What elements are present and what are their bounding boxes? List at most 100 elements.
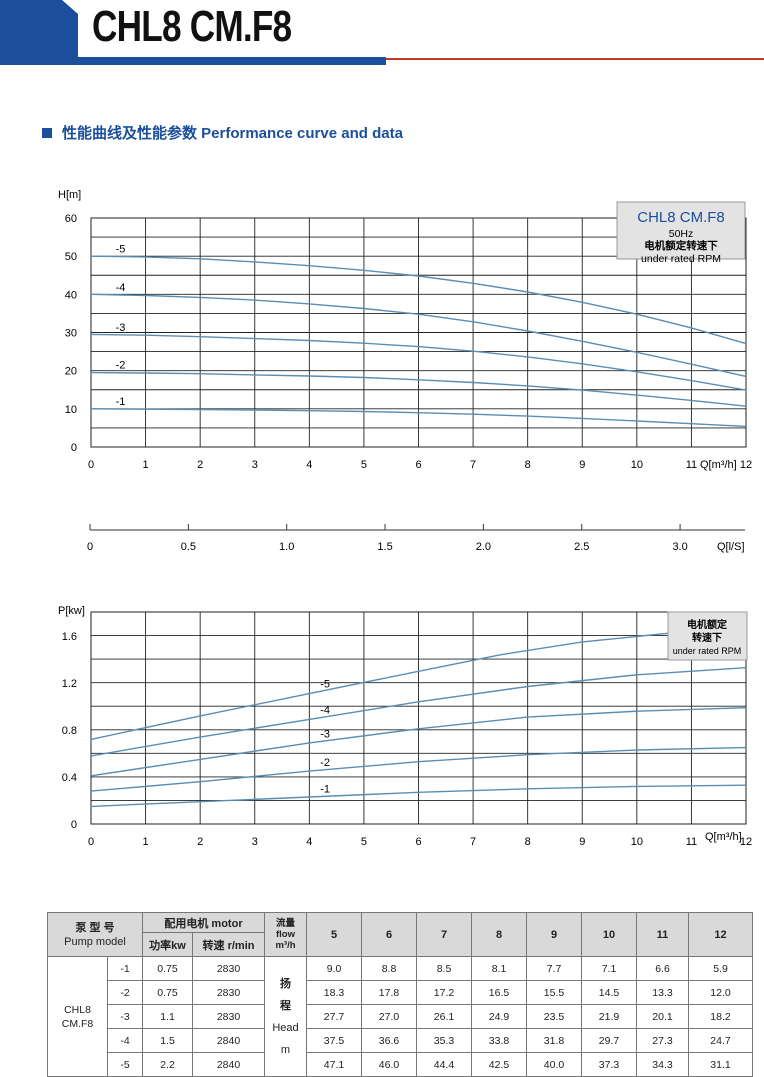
curve-model-5 <box>90 255 747 345</box>
flow-value-12: 12 <box>688 912 753 957</box>
y-tick-label: 10 <box>65 404 77 416</box>
y-tick-label: 0 <box>71 442 77 454</box>
head-cell: 8.8 <box>361 956 417 981</box>
flow-tick-label: 2.0 <box>476 541 491 553</box>
head-cell: 21.9 <box>581 1004 637 1029</box>
series-label: -5 <box>116 244 126 256</box>
series-label: -2 <box>116 360 126 372</box>
x-tick-label: 12 <box>740 459 752 471</box>
motor-header: 配用电机 motor <box>142 912 265 933</box>
model-name-cell: CHL8 CM.F8 <box>47 956 108 1077</box>
head-legend-rpm-cn: 电机额定转速下 <box>644 239 718 252</box>
table-row: -5 2.2 2840 47.1 46.0 44.4 42.5 40.0 37.… <box>48 1052 753 1077</box>
head-cell: 44.4 <box>416 1052 472 1077</box>
variant-cell: -1 <box>107 956 143 981</box>
y-tick-label: 20 <box>65 366 77 378</box>
head-cell: 40.0 <box>526 1052 582 1077</box>
series-label: -1 <box>116 396 126 408</box>
power-header: 功率kw <box>142 932 193 957</box>
head-y-axis-label: H[m] <box>58 189 81 201</box>
flow-header: 流量 flow m³/h <box>264 912 307 957</box>
table-header-row: 泵 型 号 Pump model 配用电机 motor 流量 flow m³/h… <box>47 912 753 957</box>
x-tick-label: 8 <box>525 459 531 471</box>
curve-model-1 <box>90 784 747 808</box>
head-cell: 24.7 <box>688 1028 753 1053</box>
x-tick-label: 7 <box>470 459 476 471</box>
head-cell: 36.6 <box>361 1028 417 1053</box>
x-tick-label: 11 <box>686 836 697 848</box>
table-subheader-row: 功率kw 转速 r/min <box>48 932 753 957</box>
head-legend-frequency: 50Hz <box>669 228 694 240</box>
head-cell: 7.7 <box>526 956 582 981</box>
x-tick-label: 5 <box>361 459 367 471</box>
x-tick-label: 2 <box>197 836 203 848</box>
head-cell: 13.3 <box>636 980 689 1005</box>
head-cell: 18.2 <box>688 1004 753 1029</box>
model-name-line2: CM.F8 <box>61 1017 94 1030</box>
series-label: -3 <box>320 729 330 741</box>
head-label-cn-2: 程 <box>280 999 291 1012</box>
flow-value-9: 9 <box>526 912 582 957</box>
x-tick-label: 0 <box>88 459 94 471</box>
head-cell: 31.8 <box>526 1028 582 1053</box>
head-x-axis-label: Q[m³/h] <box>700 459 737 471</box>
power-cell: 1.1 <box>142 1004 193 1029</box>
x-tick-label: 1 <box>143 836 149 848</box>
head-cell: 18.3 <box>306 980 362 1005</box>
variant-cell: -2 <box>107 980 143 1005</box>
curve-model-5 <box>90 624 747 741</box>
head-cell: 5.9 <box>688 956 753 981</box>
power-chart-curves <box>90 624 747 808</box>
y-tick-label: 0.8 <box>62 725 77 737</box>
pump-model-header-en: Pump model <box>64 935 126 948</box>
head-cell: 24.9 <box>471 1004 527 1029</box>
head-cell: 27.0 <box>361 1004 417 1029</box>
head-chart-curves <box>90 255 747 428</box>
head-legend-box: CHL8 CM.F8 50Hz 电机额定转速下 under rated RPM <box>616 201 746 265</box>
head-label-en-1: Head <box>272 1021 299 1034</box>
head-cell: 7.1 <box>581 956 637 981</box>
power-legend-box: 电机额定 转速下 under rated RPM <box>667 611 748 661</box>
y-tick-label: 30 <box>65 328 77 340</box>
flow-value-8: 8 <box>471 912 527 957</box>
flow-value-5: 5 <box>306 912 362 957</box>
x-tick-label: 0 <box>88 836 94 848</box>
flow-header-cn: 流量 <box>275 918 295 929</box>
x-tick-label: 8 <box>525 836 531 848</box>
power-legend-rpm-cn-2: 转速下 <box>692 631 722 644</box>
power-cell: 2.2 <box>142 1052 193 1077</box>
flow-header-en: flow <box>276 929 295 940</box>
power-legend-rpm-cn-1: 电机额定 <box>687 618 727 631</box>
head-cell: 9.0 <box>306 956 362 981</box>
y-tick-label: 0.4 <box>62 772 77 784</box>
table-row: -3 1.1 2830 27.7 27.0 26.1 24.9 23.5 21.… <box>48 1004 753 1029</box>
header-tab-shape <box>0 0 78 62</box>
performance-table: 泵 型 号 Pump model 配用电机 motor 流量 flow m³/h… <box>47 912 753 1077</box>
head-cell: 17.8 <box>361 980 417 1005</box>
variant-cell: -5 <box>107 1052 143 1077</box>
series-label: -1 <box>320 784 330 796</box>
x-tick-label: 9 <box>579 459 585 471</box>
curve-model-1 <box>90 408 747 428</box>
curve-model-3 <box>90 707 747 777</box>
power-cell: 1.5 <box>142 1028 193 1053</box>
table-row: CHL8 CM.F8 -1 0.75 2830 扬 程 Head m 9.0 8… <box>47 956 753 1077</box>
series-label: -3 <box>116 322 126 334</box>
head-cell: 46.0 <box>361 1052 417 1077</box>
speed-cell: 2830 <box>192 956 265 981</box>
x-tick-label: 5 <box>361 836 367 848</box>
head-cell: 37.5 <box>306 1028 362 1053</box>
x-tick-label: 3 <box>252 459 258 471</box>
x-tick-label: 11 <box>686 459 697 471</box>
flow-axis-ticks: 00.51.01.52.02.53.03.5 <box>87 524 688 553</box>
pump-model-header: 泵 型 号 Pump model <box>47 912 143 957</box>
pump-model-header-cn: 泵 型 号 <box>75 921 115 934</box>
power-y-axis-label: P[kw] <box>58 605 85 617</box>
x-tick-label: 9 <box>579 836 585 848</box>
head-cell: 8.1 <box>471 956 527 981</box>
head-cell: 34.3 <box>636 1052 689 1077</box>
speed-cell: 2840 <box>192 1028 265 1053</box>
speed-header: 转速 r/min <box>192 932 265 957</box>
